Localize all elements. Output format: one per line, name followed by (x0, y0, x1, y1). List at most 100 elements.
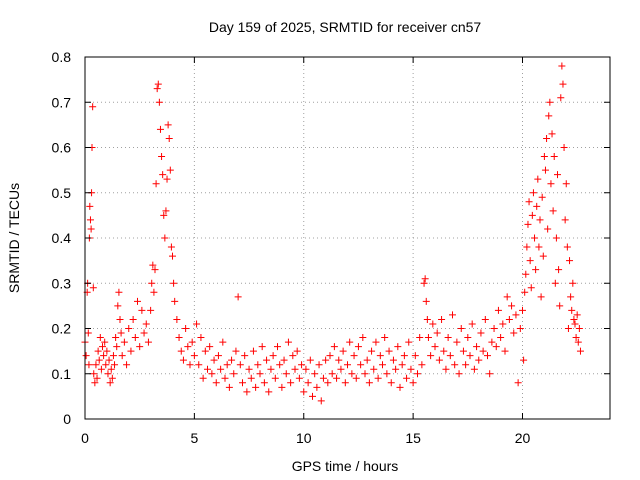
data-point (162, 207, 170, 215)
data-point (258, 343, 266, 351)
data-point (154, 80, 162, 88)
data-point (317, 397, 325, 405)
data-point (96, 334, 104, 342)
data-point (370, 365, 378, 373)
y-tick-label: 0.7 (52, 94, 72, 110)
data-point (120, 338, 128, 346)
data-point (535, 243, 543, 251)
data-point (208, 370, 216, 378)
data-point (361, 370, 369, 378)
data-point (111, 361, 119, 369)
data-point (186, 361, 194, 369)
data-point (214, 352, 222, 360)
data-point (147, 306, 155, 314)
data-point (537, 293, 545, 301)
data-point (379, 361, 386, 369)
y-tick-label: 0.1 (52, 366, 72, 382)
data-point (99, 343, 106, 351)
data-point (271, 374, 279, 382)
data-point (546, 98, 554, 106)
data-point (225, 383, 233, 391)
data-point (442, 365, 450, 373)
data-point (284, 338, 292, 346)
data-point (293, 347, 301, 355)
data-point (158, 153, 166, 161)
data-point (567, 293, 575, 301)
data-point (311, 370, 319, 378)
data-point (114, 302, 122, 310)
data-point (435, 356, 443, 364)
data-point (105, 356, 113, 364)
y-tick-label: 0.5 (52, 185, 72, 201)
data-point (337, 365, 345, 373)
data-point (267, 365, 275, 373)
data-point (449, 311, 456, 319)
data-point (113, 343, 121, 351)
data-point (453, 338, 461, 346)
data-point (109, 352, 117, 360)
data-point (82, 352, 90, 360)
data-point (335, 356, 343, 364)
data-point (204, 365, 211, 373)
grid (85, 57, 610, 419)
data-point (466, 352, 474, 360)
data-point (282, 370, 290, 378)
data-point (494, 306, 502, 314)
axis-ticks: 0 5 10 15 20 0 0.1 0.2 0.3 0.4 0.5 0.6 0.7 0.8 (52, 49, 610, 446)
data-point (170, 279, 178, 287)
x-tick-label: 5 (190, 430, 198, 446)
data-point (326, 352, 334, 360)
data-point (510, 329, 518, 337)
data-point (503, 293, 511, 301)
y-axis-title: SRMTID / TECUs (6, 183, 22, 293)
data-point (328, 370, 336, 378)
data-point (304, 379, 312, 387)
y-tick-label: 0.8 (52, 49, 72, 65)
data-point (418, 361, 426, 369)
data-point (276, 361, 284, 369)
data-point (85, 361, 93, 369)
data-point (508, 302, 516, 310)
x-tick-label: 10 (296, 430, 312, 446)
data-point (411, 352, 419, 360)
data-point (374, 374, 382, 382)
data-point (524, 220, 532, 228)
data-point (95, 356, 103, 364)
data-point (539, 252, 547, 260)
data-point (166, 166, 174, 174)
data-point (152, 180, 160, 188)
data-point (245, 365, 253, 373)
data-point (455, 370, 463, 378)
data-point (481, 315, 489, 323)
y-tick-label: 0 (63, 411, 71, 427)
data-point (407, 365, 415, 373)
data-point (322, 356, 330, 364)
data-point (569, 279, 577, 287)
data-point (470, 365, 478, 373)
data-point (171, 297, 179, 305)
data-point (199, 374, 207, 382)
data-point (477, 329, 485, 337)
data-point (473, 343, 481, 351)
data-point (265, 388, 273, 396)
data-point (559, 80, 567, 88)
data-point (330, 343, 338, 351)
data-point (313, 383, 321, 391)
data-point (169, 252, 176, 260)
data-point (497, 334, 505, 342)
data-point (134, 297, 141, 305)
data-point (234, 293, 242, 301)
data-point (387, 379, 395, 387)
data-point (551, 279, 559, 287)
data-point (333, 374, 341, 382)
data-point (529, 189, 537, 197)
data-point (512, 311, 520, 319)
data-point (501, 347, 509, 355)
data-point (175, 334, 183, 342)
data-point (520, 356, 528, 364)
data-point (221, 374, 229, 382)
data-point (123, 361, 131, 369)
data-point (156, 125, 164, 133)
data-point (568, 306, 576, 314)
